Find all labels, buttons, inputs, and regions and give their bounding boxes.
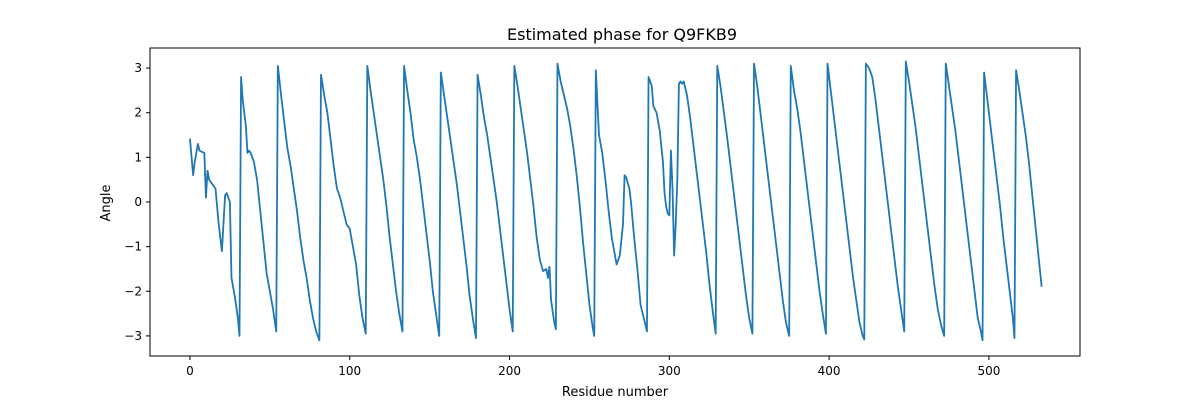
x-tick-label: 300: [658, 364, 681, 378]
y-tick-label: −2: [124, 284, 142, 298]
x-tick-label: 100: [338, 364, 361, 378]
y-tick-label: 1: [134, 150, 142, 164]
phase-series-line: [189, 60, 1043, 342]
x-tick-label: 500: [977, 364, 1000, 378]
plot-area-frame: [149, 47, 1081, 357]
y-tick-label: 3: [134, 61, 142, 75]
y-tick-label: −1: [124, 240, 142, 254]
x-axis: 0 100 200 300 400 500: [186, 356, 1000, 378]
x-tick-label: 0: [186, 364, 194, 378]
x-axis-label: Residue number: [562, 385, 669, 400]
y-axis: −3 −2 −1 0 1 2 3: [124, 61, 150, 343]
y-axis-label: Angle: [99, 185, 114, 222]
x-tick-label: 400: [818, 364, 841, 378]
y-tick-label: 2: [134, 106, 142, 120]
chart-title: Estimated phase for Q9FKB9: [507, 25, 737, 44]
y-tick-label: 0: [134, 195, 142, 209]
y-tick-label: −3: [124, 329, 142, 343]
x-tick-label: 200: [498, 364, 521, 378]
